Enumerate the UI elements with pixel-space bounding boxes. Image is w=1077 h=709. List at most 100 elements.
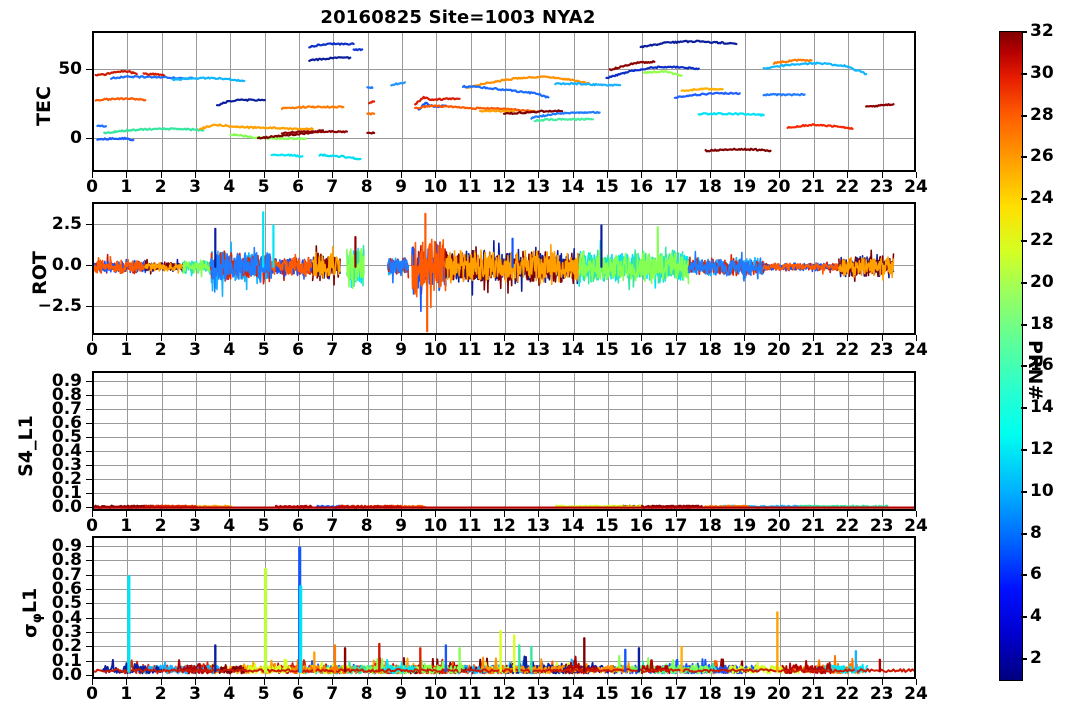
colorbar-tick-label: 6 bbox=[1030, 564, 1042, 585]
x-tick-label: 5 bbox=[257, 177, 270, 197]
x-tick-label: 23 bbox=[869, 684, 894, 704]
x-tick-mark bbox=[366, 511, 368, 517]
x-tick-label: 14 bbox=[560, 340, 585, 360]
gridline-horizontal bbox=[94, 478, 914, 480]
colorbar-tick-mark bbox=[1021, 156, 1027, 159]
x-tick-label: 3 bbox=[189, 177, 201, 197]
data-trace bbox=[687, 250, 765, 282]
gridline-vertical bbox=[264, 33, 266, 170]
colorbar-tick-label: 28 bbox=[1030, 104, 1054, 125]
x-tick-mark bbox=[916, 679, 917, 685]
gridline-vertical bbox=[779, 538, 781, 677]
y-tick-mark bbox=[86, 632, 92, 633]
data-trace bbox=[366, 85, 374, 90]
data-trace bbox=[465, 75, 591, 90]
y-tick-mark bbox=[86, 589, 92, 591]
x-tick-label: 13 bbox=[526, 684, 551, 704]
gridline-horizontal bbox=[94, 464, 914, 466]
gridline-horizontal bbox=[94, 394, 914, 396]
gridline-vertical bbox=[299, 373, 300, 509]
gridline-vertical bbox=[676, 538, 678, 677]
x-tick-label: 19 bbox=[732, 177, 757, 197]
colorbar-tick-mark bbox=[1021, 72, 1027, 75]
gridline-vertical bbox=[402, 538, 403, 677]
colorbar-prn bbox=[999, 31, 1023, 681]
x-tick-label: 2 bbox=[154, 516, 167, 536]
x-tick-mark bbox=[847, 335, 849, 341]
x-tick-mark bbox=[881, 335, 883, 341]
x-tick-mark bbox=[366, 172, 368, 178]
y-tick-label: 0.3 bbox=[51, 622, 82, 642]
gridline-vertical bbox=[814, 538, 815, 677]
x-tick-label: 8 bbox=[360, 516, 373, 536]
y-tick-label: 0.3 bbox=[51, 454, 82, 475]
x-tick-label: 7 bbox=[326, 516, 339, 536]
y-tick-mark bbox=[86, 546, 92, 548]
gridline-vertical bbox=[505, 33, 506, 170]
data-trace bbox=[96, 124, 108, 128]
gridline-vertical bbox=[230, 373, 232, 509]
x-tick-label: 12 bbox=[492, 340, 516, 360]
colorbar-tick-label: 10 bbox=[1030, 480, 1054, 501]
data-trace bbox=[461, 84, 550, 99]
gridline-vertical bbox=[505, 373, 506, 509]
y-tick-label: 0.5 bbox=[51, 426, 82, 447]
x-tick-mark bbox=[366, 335, 368, 341]
x-tick-label: 5 bbox=[257, 340, 270, 360]
gridline-horizontal bbox=[94, 617, 914, 619]
gridline-vertical bbox=[299, 33, 300, 170]
x-tick-label: 20 bbox=[766, 516, 791, 536]
y-tick-label: 0 bbox=[70, 127, 82, 148]
x-tick-mark bbox=[229, 335, 231, 341]
gridline-horizontal bbox=[94, 436, 914, 438]
grid-tec bbox=[94, 33, 914, 170]
x-tick-mark bbox=[641, 679, 643, 685]
data-trace bbox=[762, 262, 840, 275]
x-tick-label: 5 bbox=[257, 684, 270, 704]
gridline-vertical bbox=[470, 373, 472, 509]
y-ticks-sigma: 0.0 0.1 0.2 0.3 0.4 0.5 0.6 0.7 0.8 0.9 bbox=[0, 536, 92, 685]
x-tick-mark bbox=[332, 679, 334, 685]
y-tick-label: 0.1 bbox=[51, 482, 82, 503]
gridline-vertical bbox=[161, 33, 163, 170]
gridline-vertical bbox=[676, 33, 678, 170]
data-trace bbox=[94, 255, 147, 275]
page-title: 20160825 Site=1003 NYA2 bbox=[320, 7, 596, 28]
gridline-vertical bbox=[539, 538, 541, 677]
colorbar-tick-mark bbox=[1021, 658, 1027, 661]
x-tick-label: 14 bbox=[560, 516, 585, 536]
panel-rot bbox=[92, 202, 916, 335]
x-tick-label: 23 bbox=[869, 516, 894, 536]
x-tick-mark bbox=[92, 335, 93, 341]
x-tick-label: 0 bbox=[86, 340, 98, 360]
gridline-vertical bbox=[882, 538, 884, 677]
x-tick-mark bbox=[744, 335, 746, 341]
x-tick-mark bbox=[435, 172, 437, 178]
x-tick-mark bbox=[538, 679, 540, 685]
gridline-horizontal bbox=[94, 223, 914, 225]
x-tick-label: 15 bbox=[595, 516, 619, 536]
x-tick-label: 1 bbox=[120, 340, 133, 360]
gridline-vertical bbox=[505, 538, 506, 677]
data-trace bbox=[786, 123, 854, 131]
data-trace bbox=[605, 65, 700, 80]
gridline-vertical bbox=[848, 538, 850, 677]
gridline-horizontal bbox=[94, 69, 914, 71]
colorbar-tick-mark bbox=[1021, 407, 1027, 410]
x-tick-label: 19 bbox=[732, 516, 757, 536]
colorbar-tick-mark bbox=[1021, 240, 1027, 243]
x-tick-label: 12 bbox=[492, 516, 516, 536]
y-tick-label: 0.6 bbox=[51, 579, 82, 600]
x-tick-mark bbox=[332, 511, 334, 517]
x-tick-label: 20 bbox=[766, 684, 791, 704]
gridline-vertical bbox=[402, 33, 403, 170]
gridline-vertical bbox=[745, 33, 747, 170]
y-tick-mark bbox=[86, 394, 92, 396]
x-tick-mark bbox=[195, 172, 196, 178]
colorbar-title: PRN# bbox=[1024, 340, 1046, 401]
colorbar-tick-label: 24 bbox=[1030, 188, 1054, 209]
y-tick-label: 0.1 bbox=[51, 650, 82, 671]
data-trace bbox=[318, 153, 362, 161]
gridline-horizontal bbox=[94, 632, 914, 633]
x-tick-label: 11 bbox=[457, 177, 482, 197]
